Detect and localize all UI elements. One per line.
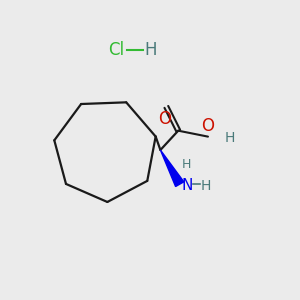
Text: N: N [181,178,193,193]
Text: Cl: Cl [109,41,125,59]
Text: H: H [200,179,211,193]
Text: H: H [144,41,157,59]
Polygon shape [160,150,184,187]
Text: H: H [182,158,191,171]
Text: H: H [224,131,235,145]
Text: O: O [201,117,214,135]
Text: O: O [158,110,171,128]
